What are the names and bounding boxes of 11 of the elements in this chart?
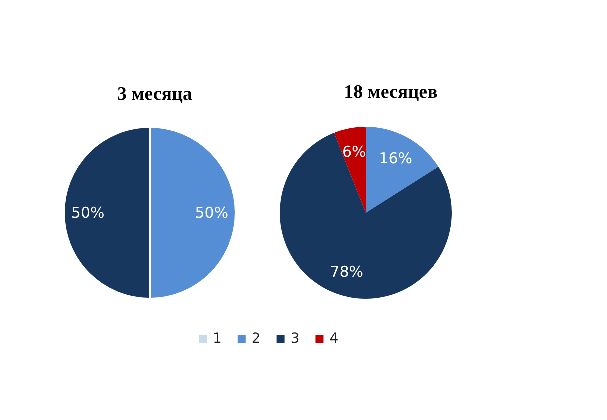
legend-label: 4 — [330, 331, 339, 347]
legend-label: 1 — [213, 331, 222, 347]
slice-label: 3 месяца — [117, 84, 193, 105]
slice-label: 18 месяцев — [344, 82, 438, 103]
data-label: 6% — [342, 143, 366, 162]
data-label: 16% — [379, 150, 412, 168]
data-label: 50% — [71, 204, 105, 222]
data-label: 78% — [330, 262, 364, 281]
data-label: 50% — [195, 204, 229, 222]
legend-label: 3 — [290, 331, 300, 347]
legend-label: 2 — [252, 331, 261, 347]
